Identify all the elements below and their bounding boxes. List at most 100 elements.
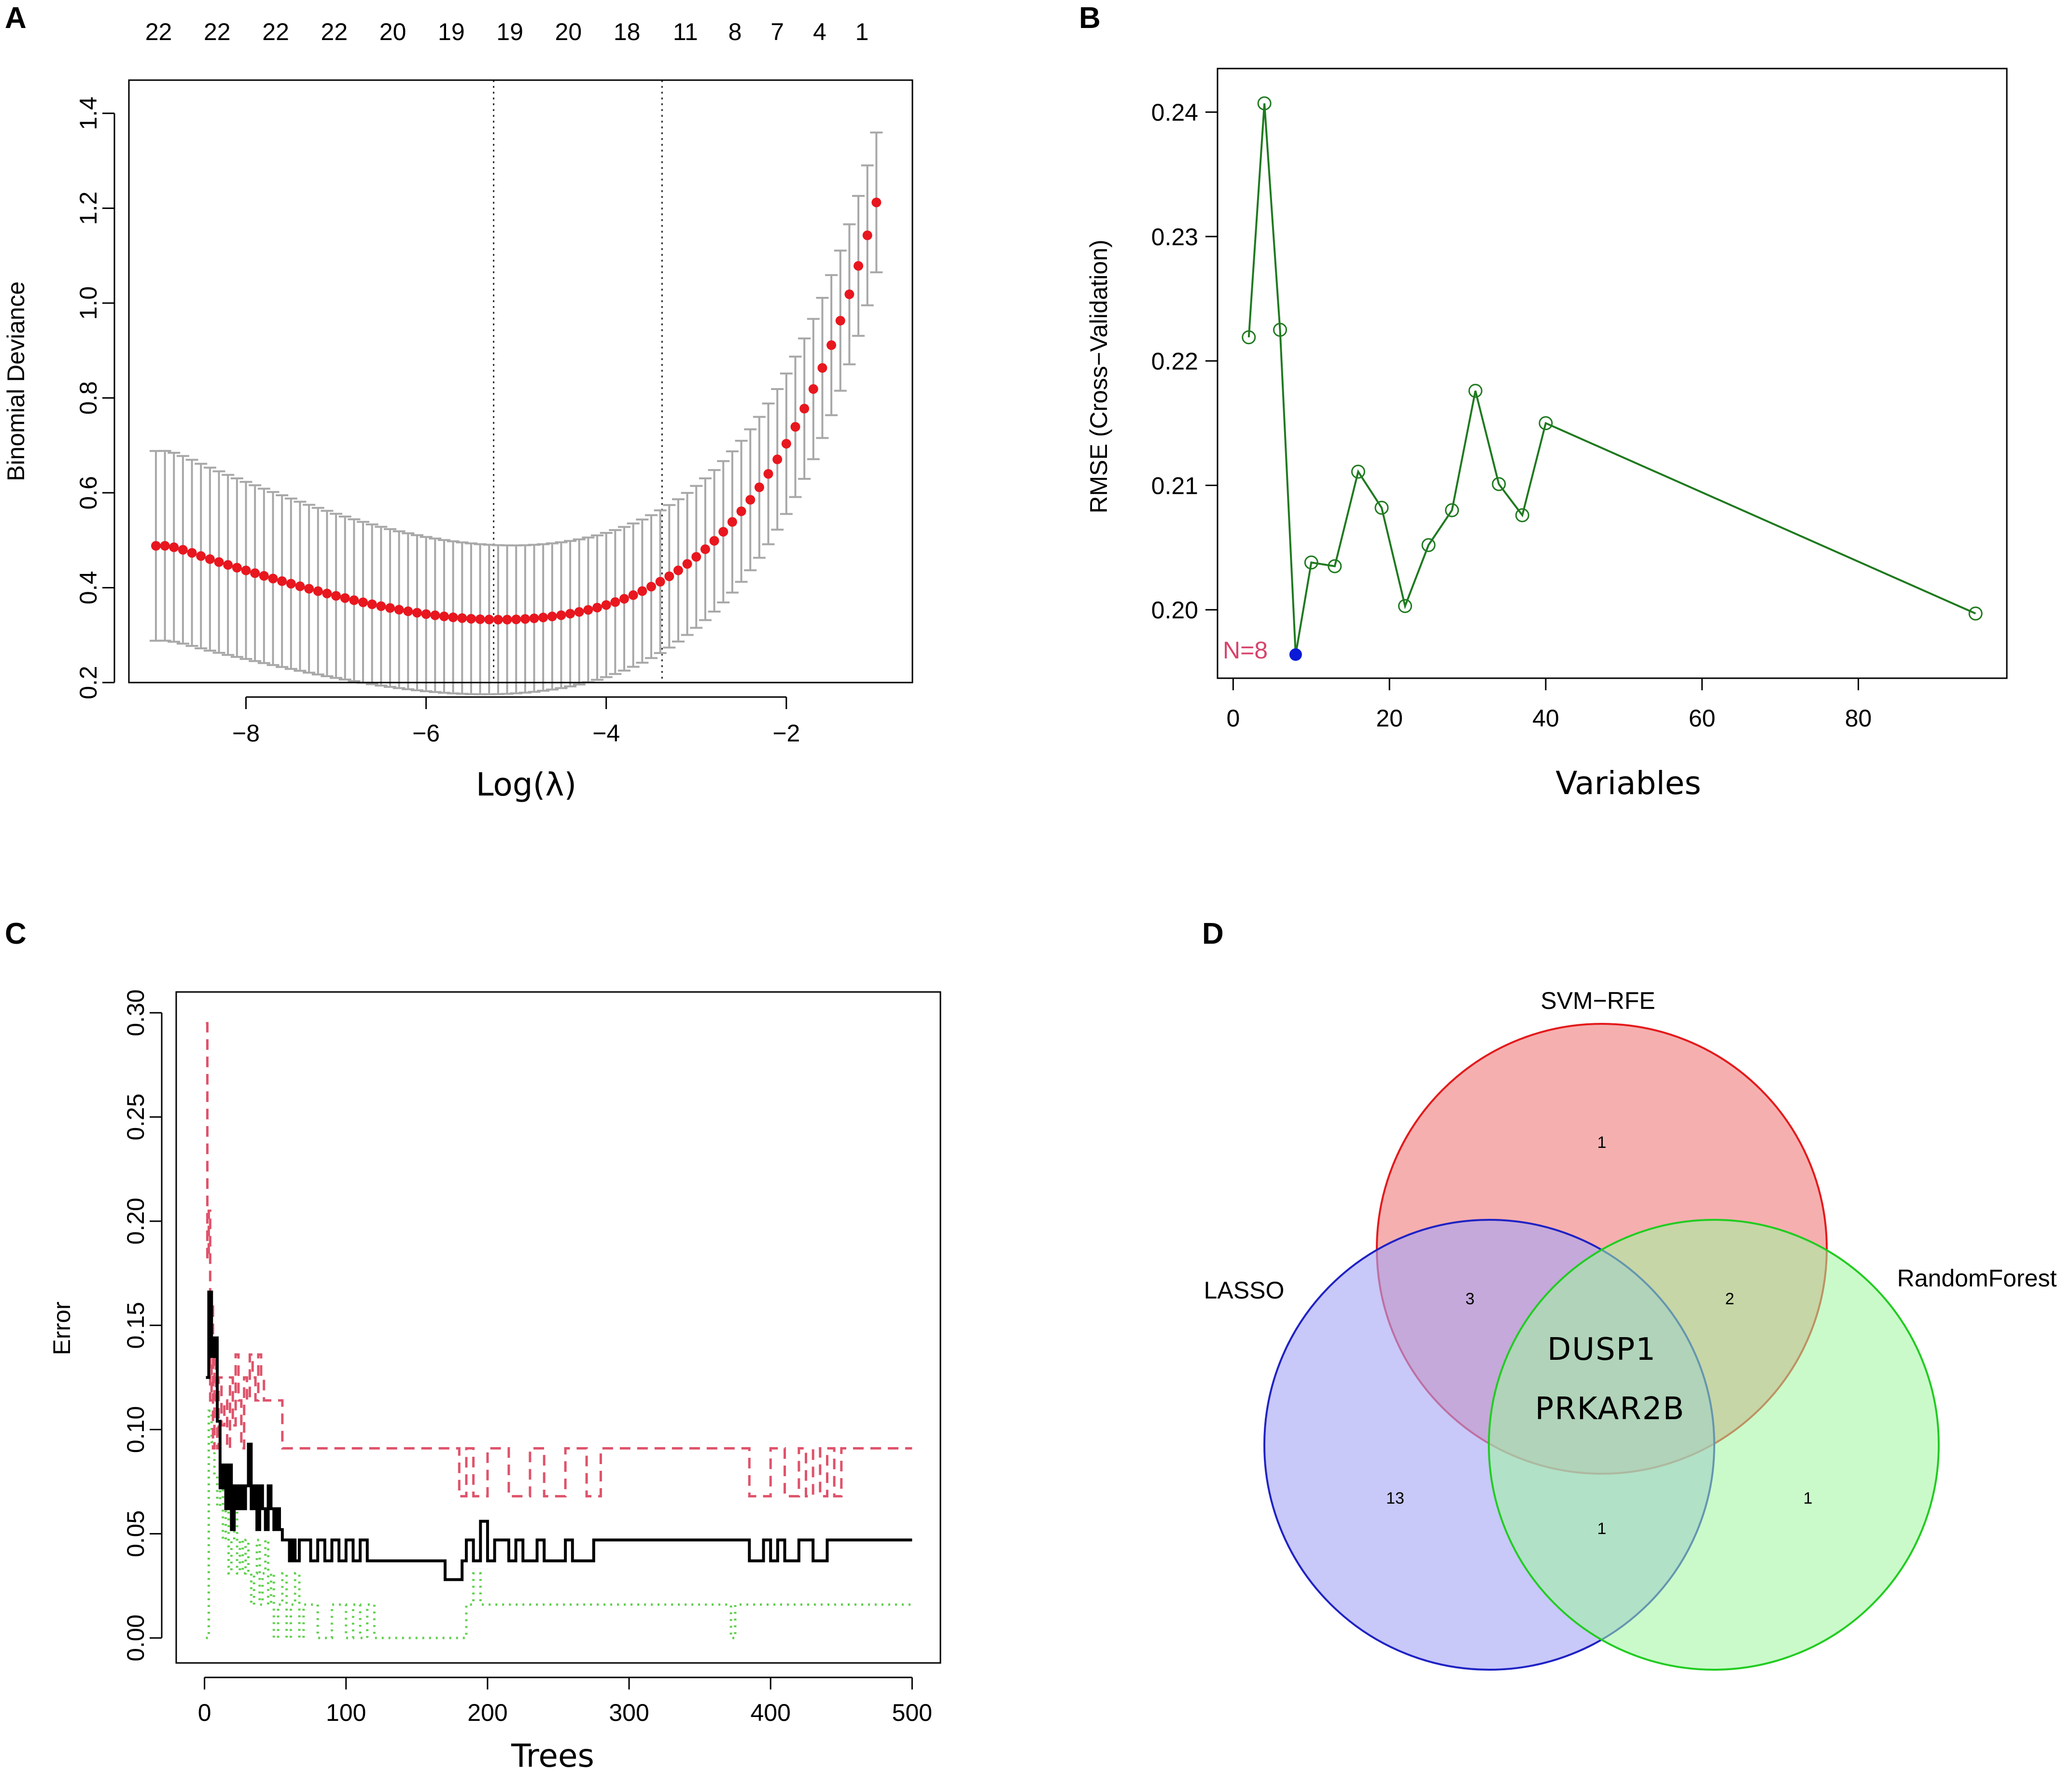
y-tick-label: 1.4 [75,97,102,130]
nonzero-count-label: 22 [321,18,348,45]
x-tick-label: −8 [232,720,260,747]
deviance-point [358,597,368,607]
center-gene-1: DUSP1 [1547,1332,1656,1368]
y-tick-label: 0.20 [1151,597,1198,624]
deviance-point [151,541,161,551]
deviance-point [610,597,620,607]
region-count-svm-only: 1 [1597,1133,1607,1152]
deviance-point [808,384,818,394]
deviance-point [592,602,602,613]
deviance-point [331,591,341,601]
deviance-point [556,610,566,620]
deviance-point [529,613,539,623]
deviance-point [862,230,872,240]
deviance-point [493,614,503,625]
nonzero-count-label: 20 [555,18,582,45]
x-tick-label: 200 [467,1699,507,1726]
deviance-point [385,603,395,613]
panel-label-a: A [5,1,27,35]
deviance-point [682,559,692,569]
random-forest-error-plot: 0 100 200 300 400 500 0.00 0.05 0.10 0.15 0.20 0.2… [48,990,941,1773]
set-label-randomforest: RandomForest [1897,1265,2057,1292]
nonzero-count-label: 19 [496,18,523,45]
rmse-point [1374,501,1389,515]
rmse-line [1247,103,1976,655]
set-label-svm-rfe: SVM−RFE [1540,987,1655,1014]
deviance-point [709,536,719,546]
rmse-point [1273,322,1288,337]
y-axis-label: Error [48,1301,75,1355]
deviance-point [205,554,215,564]
deviance-point [664,571,674,581]
deviance-point [754,482,764,492]
nonzero-count-label: 22 [204,18,231,45]
deviance-point [304,584,314,594]
y-axis-label: RMSE (Cross−Validation) [1085,239,1112,513]
deviance-point [700,544,710,554]
y-tick-label: 0.30 [122,990,149,1036]
y-tick-label: 0.6 [75,476,102,510]
y-tick-label: 1.0 [75,286,102,320]
deviance-point [673,565,683,575]
deviance-point [439,611,449,621]
deviance-point [547,612,557,622]
deviance-point [619,594,630,604]
region-count-svm-rf: 2 [1725,1290,1735,1308]
deviance-point [502,614,512,625]
x-tick-label: 0 [1226,705,1240,732]
y-axis-label: Binomial Deviance [2,281,29,481]
rmse-point [1492,477,1506,491]
rmse-point [1515,508,1529,522]
deviance-point [349,595,359,605]
y-tick-label: 0.24 [1151,99,1198,126]
x-tick-label: −2 [772,720,800,747]
deviance-point [196,551,206,561]
deviance-point [484,614,494,625]
x-tick-label: 40 [1532,705,1559,732]
lasso-deviance-plot: −8 −6 −4 −2 0.2 0.4 0.6 0.8 1.0 1.2 1.4 22 22 22 22 2… [2,18,913,803]
panel-label-c: C [5,917,27,950]
deviance-point [637,586,647,596]
rmse-point [1242,330,1256,345]
deviance-point [718,527,728,537]
svm-rfe-rmse-plot: 0 20 40 60 80 0.20 0.21 0.22 0.23 0.24 N=8 Varia… [1085,68,2008,802]
deviance-point [727,517,737,527]
error-series-class-1 [206,1022,912,1498]
deviance-point [223,560,233,570]
set-label-lasso: LASSO [1204,1277,1285,1304]
x-axis-label: Trees [511,1737,594,1773]
plot-frame [175,991,941,1664]
region-count-rf-only: 1 [1804,1489,1813,1508]
region-count-lasso-svm: 3 [1466,1290,1475,1308]
deviance-point [421,609,431,619]
deviance-point [403,606,413,616]
y-tick-label: 0.23 [1151,223,1198,251]
deviance-point [430,610,440,620]
y-tick-label: 0.8 [75,381,102,415]
rmse-point [1421,538,1436,552]
deviance-point [826,340,837,350]
x-tick-label: 20 [1376,705,1403,732]
rmse-point [1257,96,1272,111]
deviance-point [817,363,827,373]
plot-frame [1217,68,2008,679]
center-gene-2: PRKAR2B [1535,1391,1685,1427]
deviance-point [313,586,323,596]
x-tick-label: −6 [412,720,440,747]
deviance-point [511,614,521,625]
rmse-point [1445,503,1459,517]
nonzero-count-label: 8 [728,18,742,45]
y-tick-label: 0.2 [75,666,102,699]
deviance-point [538,613,548,623]
deviance-point [160,541,170,551]
deviance-point [268,573,278,584]
rmse-point [1968,606,1983,621]
y-tick-label: 0.15 [122,1302,149,1349]
venn-diagram: SVM−RFE LASSO RandomForest 1 3 2 13 1 1 … [1204,987,2057,1671]
optimal-point [1289,648,1302,661]
rmse-point [1351,464,1365,479]
deviance-point [178,545,188,555]
deviance-point [322,588,332,599]
nonzero-count-label: 19 [438,18,465,45]
